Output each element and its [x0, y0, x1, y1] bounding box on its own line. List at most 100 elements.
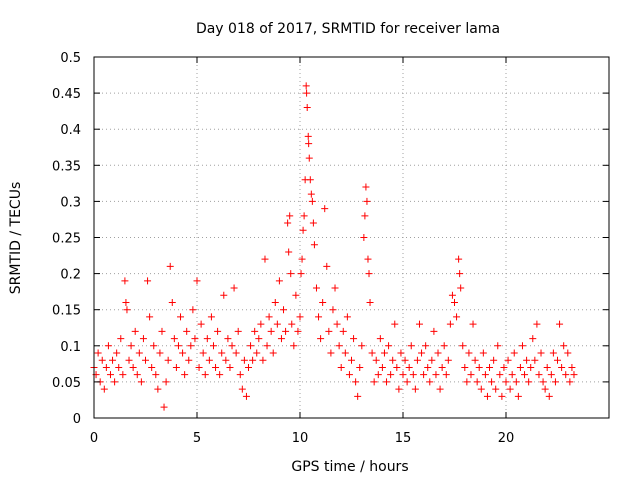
- data-point: [170, 335, 178, 343]
- data-point: [399, 371, 407, 379]
- y-tick-label: 0.3: [60, 195, 81, 210]
- data-point: [531, 356, 539, 364]
- data-point: [549, 349, 557, 357]
- data-point: [242, 392, 250, 400]
- data-point: [133, 371, 141, 379]
- data-point: [566, 378, 574, 386]
- data-point: [191, 335, 199, 343]
- data-point: [222, 356, 230, 364]
- data-point: [341, 349, 349, 357]
- data-point: [300, 212, 308, 220]
- data-point: [203, 335, 211, 343]
- data-point: [457, 284, 465, 292]
- data-point: [303, 104, 311, 112]
- data-point: [451, 298, 458, 306]
- data-point: [298, 255, 306, 263]
- x-tick-label: 5: [193, 431, 201, 446]
- data-point: [187, 342, 195, 350]
- data-point: [122, 298, 130, 306]
- data-point: [444, 356, 452, 364]
- data-point: [247, 342, 255, 350]
- data-point: [502, 378, 510, 386]
- data-point: [323, 262, 331, 270]
- data-point: [238, 385, 246, 393]
- data-point: [319, 298, 327, 306]
- data-point: [475, 363, 483, 371]
- data-point: [119, 371, 127, 379]
- data-point: [146, 313, 154, 321]
- data-point: [348, 356, 355, 364]
- data-point: [461, 363, 469, 371]
- data-point: [137, 378, 145, 386]
- data-point: [508, 371, 516, 379]
- data-point: [564, 349, 572, 357]
- data-point: [164, 356, 172, 364]
- data-point: [98, 356, 106, 364]
- data-point: [418, 349, 426, 357]
- data-point: [308, 197, 316, 205]
- y-tick-label: 0.35: [52, 159, 81, 174]
- data-point: [471, 356, 479, 364]
- data-point: [257, 320, 265, 328]
- data-point: [214, 327, 222, 335]
- data-point: [539, 378, 547, 386]
- data-point: [139, 335, 147, 343]
- data-point: [306, 176, 314, 184]
- data-point: [106, 371, 114, 379]
- data-point: [455, 255, 463, 263]
- data-point: [230, 284, 238, 292]
- data-point: [199, 349, 207, 357]
- data-point: [160, 403, 168, 411]
- data-point: [148, 363, 156, 371]
- x-axis-title: GPS time / hours: [291, 459, 408, 475]
- data-point: [307, 190, 315, 198]
- data-point: [212, 363, 220, 371]
- data-point: [556, 320, 564, 328]
- data-point: [510, 349, 518, 357]
- data-point: [345, 371, 353, 379]
- x-tick-label: 0: [90, 431, 98, 446]
- x-tick-label: 15: [395, 431, 412, 446]
- x-tick-label: 20: [498, 431, 515, 446]
- data-point: [512, 378, 520, 386]
- data-point: [483, 392, 491, 400]
- data-point: [397, 349, 405, 357]
- data-point: [479, 349, 487, 357]
- chart-title: Day 018 of 2017, SRMTID for receiver lam…: [196, 21, 500, 37]
- data-point: [380, 349, 388, 357]
- data-point: [378, 363, 386, 371]
- data-point: [521, 371, 529, 379]
- data-point: [395, 385, 403, 393]
- data-point: [240, 356, 248, 364]
- data-point: [453, 313, 461, 321]
- data-point: [177, 313, 185, 321]
- data-point: [393, 363, 401, 371]
- data-point: [303, 89, 311, 97]
- data-point: [197, 320, 205, 328]
- data-point: [123, 306, 131, 314]
- data-point: [422, 342, 430, 350]
- data-point: [280, 306, 288, 314]
- data-point: [310, 241, 318, 249]
- data-point: [434, 349, 442, 357]
- data-point: [125, 356, 133, 364]
- data-point: [144, 277, 152, 285]
- data-point: [372, 356, 380, 364]
- data-point: [358, 342, 366, 350]
- data-point: [265, 313, 273, 321]
- data-point: [290, 342, 298, 350]
- y-tick-label: 0.4: [60, 123, 81, 138]
- data-point: [547, 371, 555, 379]
- data-point: [329, 306, 337, 314]
- data-point: [209, 342, 217, 350]
- x-tick-label: 10: [292, 431, 309, 446]
- data-point: [514, 392, 522, 400]
- data-point: [356, 363, 364, 371]
- data-point: [506, 385, 514, 393]
- data-point: [424, 363, 432, 371]
- data-point: [117, 335, 125, 343]
- data-point: [545, 392, 553, 400]
- y-tick-label: 0.2: [60, 268, 81, 283]
- data-point: [343, 313, 351, 321]
- data-point: [315, 313, 323, 321]
